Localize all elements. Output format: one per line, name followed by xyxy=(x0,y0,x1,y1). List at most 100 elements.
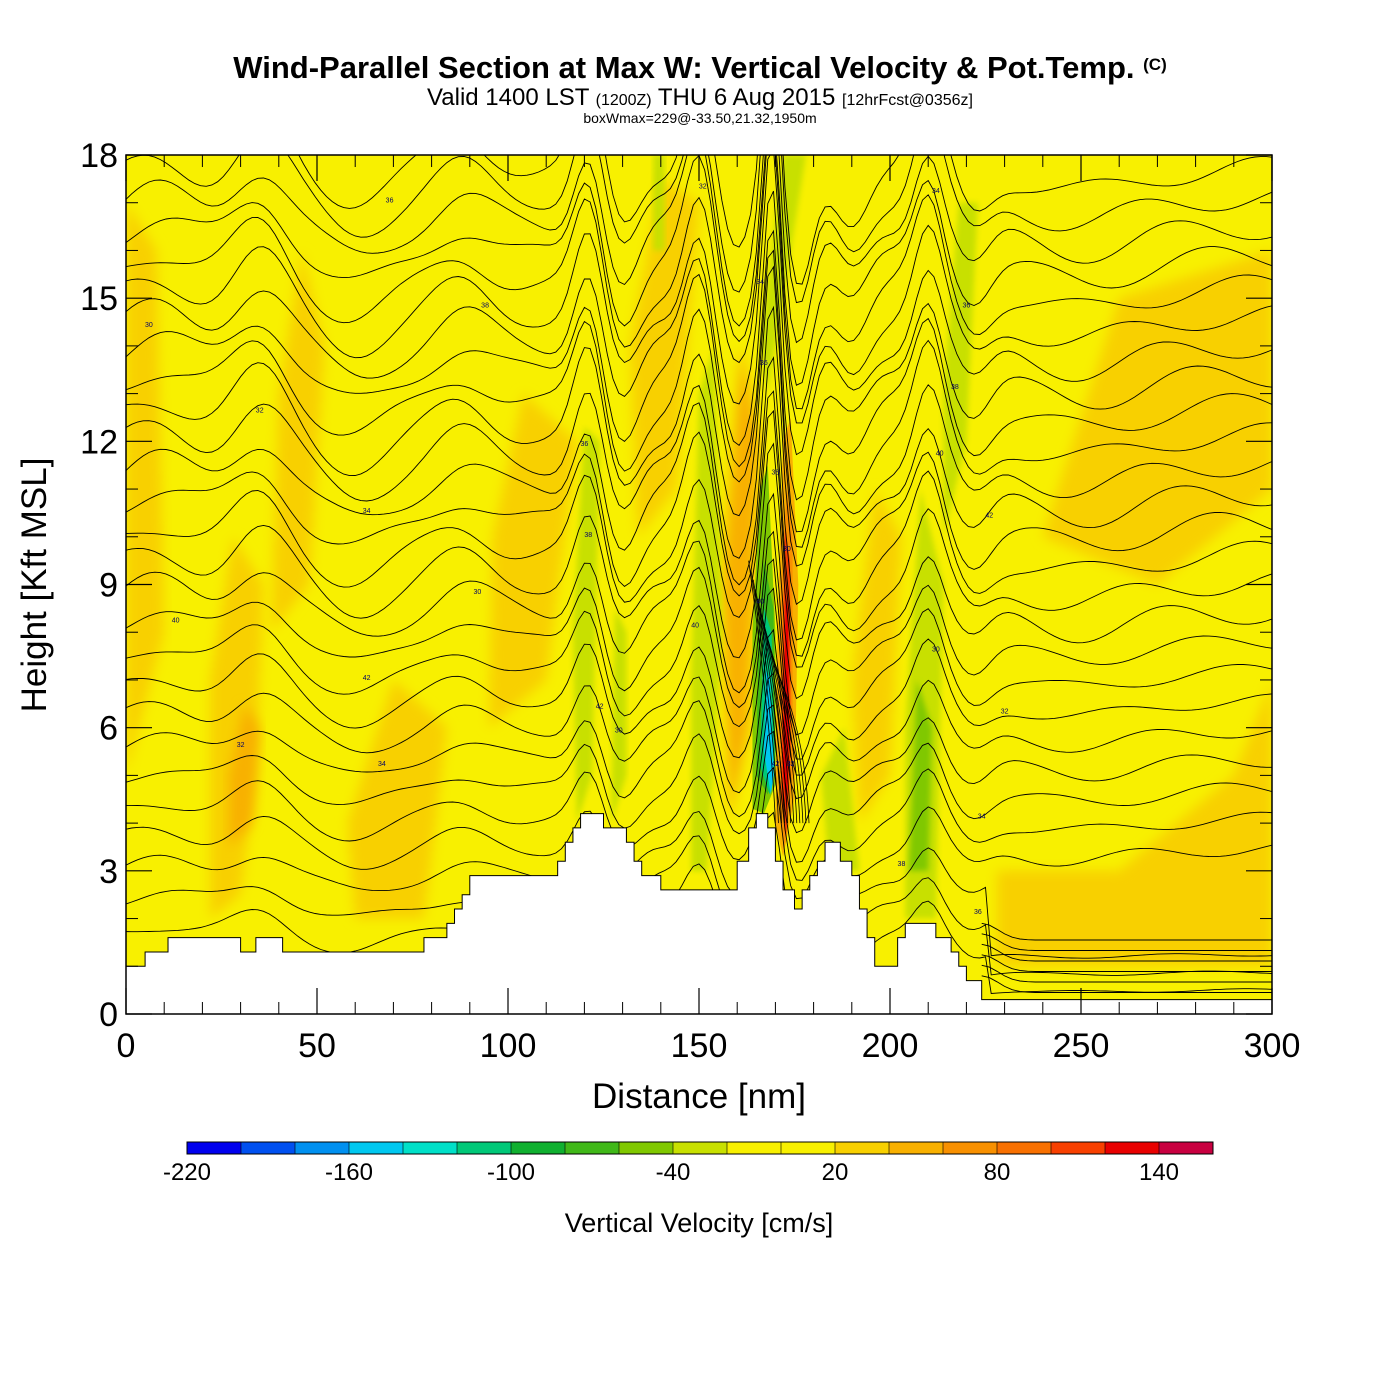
warm-patch xyxy=(347,679,447,919)
theta-contour xyxy=(981,964,1272,983)
sink-band xyxy=(821,727,860,871)
theta-contour-label: 38 xyxy=(481,303,489,310)
theta-contour xyxy=(126,558,1272,760)
colorbar-swatch xyxy=(889,1142,944,1154)
y-tick-label: 18 xyxy=(80,137,118,175)
y-tick-label: 9 xyxy=(99,567,118,605)
theta-contour-label: 36 xyxy=(386,198,394,205)
colorbar-swatch xyxy=(943,1142,998,1154)
theta-contour-label: 38 xyxy=(898,861,906,868)
theta-contours xyxy=(126,155,1272,994)
colorbar-swatch xyxy=(403,1142,458,1154)
colorbar-swatch xyxy=(835,1142,890,1154)
theta-contour xyxy=(298,155,1272,285)
colorbar: -220 -160 -100 -40 20 80 140 xyxy=(163,1141,1214,1186)
colorbar-swatch xyxy=(1159,1142,1214,1154)
theta-contour xyxy=(126,190,1272,456)
theta-contour-label: 34 xyxy=(378,761,386,768)
colorbar-swatch xyxy=(349,1142,404,1154)
theta-contour-label: 42 xyxy=(985,513,993,520)
theta-contour-label: 40 xyxy=(936,451,944,458)
theta-contour-label: 38 xyxy=(951,384,959,391)
theta-contour xyxy=(126,249,1272,533)
theta-contour xyxy=(126,229,1272,501)
theta-contour xyxy=(126,587,1272,776)
theta-contour-label: 40 xyxy=(691,622,699,629)
theta-contour xyxy=(126,442,1272,668)
y-tick-label: 15 xyxy=(80,280,118,318)
warm-patch xyxy=(721,345,761,824)
theta-contour-label: 36 xyxy=(974,909,982,916)
theta-contour-label: 34 xyxy=(756,279,764,286)
theta-contour-label: 42 xyxy=(363,675,371,682)
theta-contour xyxy=(126,409,1272,657)
colorbar-label: -100 xyxy=(487,1159,535,1186)
colorbar-frame xyxy=(186,1141,1214,1155)
theta-contour-label: 40 xyxy=(172,618,180,625)
boxwmax-note: boxWmax=229@-33.50,21.32,1950m xyxy=(583,110,817,126)
theta-contour-label: 34 xyxy=(978,813,986,820)
colorbar-label: -220 xyxy=(163,1159,211,1186)
colorbar-swatch xyxy=(295,1142,350,1154)
theta-contour-label: 32 xyxy=(256,408,264,415)
y-axis-title: Height [Kft MSL] xyxy=(15,458,54,713)
theta-contour-label: 32 xyxy=(699,183,707,190)
theta-contour xyxy=(126,704,1272,863)
copyright-mark: (C) xyxy=(1143,55,1167,74)
theta-contour xyxy=(752,579,782,824)
y-tick-label: 12 xyxy=(80,423,118,461)
theta-contour-label: 30 xyxy=(783,546,791,553)
theta-contour xyxy=(126,766,1272,900)
theta-contour xyxy=(126,155,1272,304)
theta-contour xyxy=(126,305,1272,567)
theta-contour xyxy=(748,560,776,824)
y-tick-label: 6 xyxy=(99,710,118,748)
warm-patch xyxy=(271,250,325,633)
theta-contour xyxy=(126,265,1272,548)
colorbar-label: 80 xyxy=(984,1159,1011,1186)
theta-contour xyxy=(755,589,785,824)
theta-contour xyxy=(126,155,1272,424)
colorbar-swatch xyxy=(727,1142,782,1154)
theta-contour-label: 36 xyxy=(581,441,589,448)
theta-contour xyxy=(771,655,807,824)
theta-contour-label: 38 xyxy=(772,470,780,477)
theta-contour xyxy=(126,390,1272,641)
theta-contour xyxy=(126,155,1272,344)
colorbar-swatch xyxy=(997,1142,1052,1154)
colorbar-swatch xyxy=(781,1142,836,1154)
x-tick-label: 200 xyxy=(862,1027,919,1065)
x-tick-label: 100 xyxy=(480,1027,537,1065)
theta-contour xyxy=(773,665,810,824)
x-tick-label: 0 xyxy=(117,1027,136,1065)
plot-field: 30 32 34 36 38 40 42 30 32 34 36 38 40 42 30 32 34 36 38 40… xyxy=(126,155,1272,1014)
warm-patch xyxy=(630,178,699,537)
sink-band xyxy=(653,155,665,251)
theta-contour-label: 42 xyxy=(596,704,604,711)
x-axis: 0 50 100 150 200 250 300 xyxy=(117,155,1301,1065)
colorbar-swatch xyxy=(673,1142,728,1154)
colorbar-label: 140 xyxy=(1139,1159,1179,1186)
colorbar-swatch xyxy=(241,1142,296,1154)
terrain xyxy=(126,813,1272,1014)
theta-contour-label: 36 xyxy=(963,303,971,310)
theta-contour xyxy=(126,628,1272,800)
velocity-field xyxy=(126,155,1272,967)
colorbar-title: Vertical Velocity [cm/s] xyxy=(565,1208,834,1238)
theta-contour-label: 32 xyxy=(1001,708,1009,715)
theta-contour-label: 40 xyxy=(756,599,764,606)
colorbar-label: -160 xyxy=(325,1159,373,1186)
x-tick-label: 300 xyxy=(1244,1027,1301,1065)
theta-contour xyxy=(126,672,1272,834)
colorbar-label: 20 xyxy=(822,1159,849,1186)
sink-band xyxy=(572,427,600,824)
warm-patch xyxy=(851,489,902,824)
theta-contour xyxy=(126,530,1272,736)
warm-patch xyxy=(229,703,260,847)
colorbar-swatch xyxy=(1105,1142,1160,1154)
theta-contour xyxy=(981,954,1272,972)
theta-contour xyxy=(126,155,1272,410)
colorbar-swatch xyxy=(1051,1142,1106,1154)
